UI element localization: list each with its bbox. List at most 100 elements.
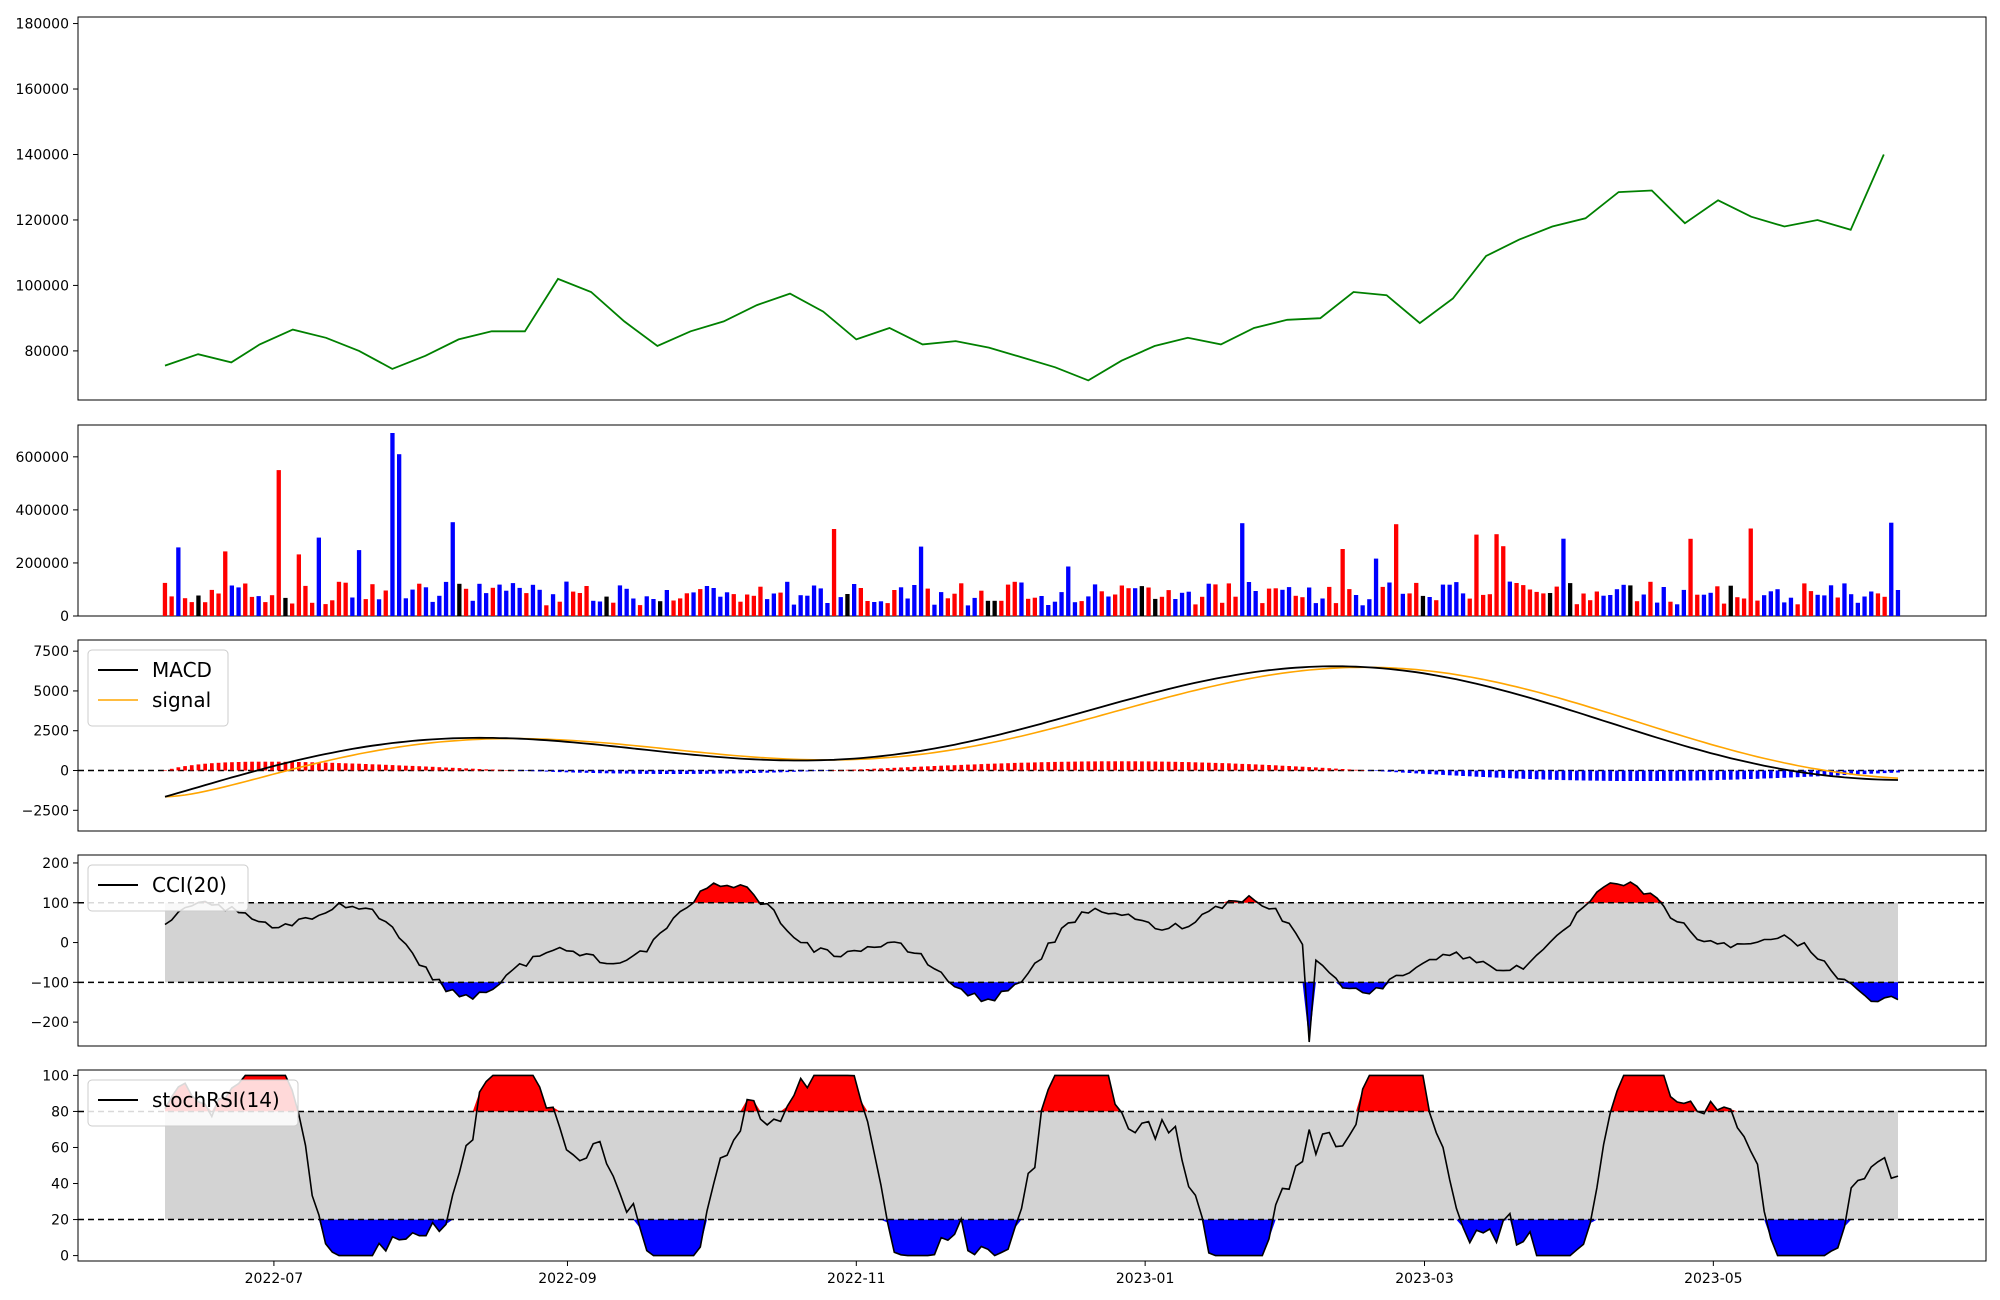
volume-bar — [1768, 591, 1773, 616]
volume-bar — [658, 601, 663, 616]
volume-bar — [1755, 600, 1760, 616]
macd-histogram-bar — [638, 770, 642, 774]
volume-bar — [1862, 596, 1867, 616]
macd-histogram-bar — [384, 764, 388, 771]
volume-bar — [1614, 589, 1620, 616]
volume-bar — [1741, 598, 1747, 616]
macd-histogram-bar — [785, 770, 790, 773]
stochrsi-ytick-label: 40 — [51, 1177, 69, 1193]
macd-histogram-bar — [839, 770, 843, 771]
macd-histogram-bar — [524, 770, 529, 771]
macd-histogram-bar — [611, 770, 616, 774]
volume-bar — [557, 601, 562, 616]
cci-overbought-fill — [191, 882, 1664, 903]
volume-bar — [1019, 582, 1024, 616]
macd-histogram-bar — [711, 770, 716, 774]
volume-bar — [1655, 602, 1660, 616]
volume-bar — [1186, 591, 1191, 616]
macd-histogram-bar — [1715, 770, 1720, 780]
volume-bar — [684, 593, 689, 616]
volume-bar — [336, 581, 342, 616]
volume-bar — [985, 600, 991, 616]
macd-panel: −2500 0 2500 5000 7500 MACD signal — [22, 639, 1987, 832]
volume-bar — [1541, 593, 1546, 616]
macd-histogram-bar — [1227, 763, 1231, 771]
macd-legend-label: signal — [152, 688, 211, 712]
macd-histogram-bar — [397, 765, 402, 771]
volume-bar — [1079, 601, 1084, 616]
volume-bar — [383, 590, 388, 616]
volume-bar — [1460, 593, 1466, 616]
stochrsi-ytick-label: 100 — [42, 1068, 69, 1084]
volume-bar — [805, 595, 810, 616]
volume-bar — [644, 596, 649, 616]
macd-histogram-bar — [872, 768, 877, 771]
volume-bar — [1032, 597, 1037, 616]
macd-histogram-bar — [812, 770, 816, 772]
macd-histogram-bar — [1896, 770, 1900, 773]
macd-histogram-bar — [1026, 762, 1030, 771]
macd-histogram-bar — [1755, 770, 1760, 779]
volume-bar — [403, 598, 408, 616]
volume-bar — [1113, 594, 1118, 616]
volume-bar — [363, 599, 368, 616]
volume-bar — [370, 584, 375, 616]
volume-bar — [571, 591, 576, 616]
price-ytick-label: 180000 — [16, 17, 69, 33]
macd-histogram-bar — [1588, 770, 1593, 781]
volume-bar — [182, 598, 188, 616]
volume-bar — [825, 603, 830, 616]
macd-histogram-bar — [517, 770, 522, 771]
volume-bar — [283, 597, 288, 616]
macd-histogram-bar — [818, 770, 823, 771]
volume-bar — [1353, 595, 1359, 616]
macd-histogram-bar — [718, 770, 723, 774]
macd-histogram-bar — [283, 761, 288, 771]
volume-bar — [1327, 586, 1332, 616]
volume-bar — [1119, 585, 1124, 616]
macd-histogram-bar — [1447, 770, 1452, 776]
macd-histogram-bar — [223, 762, 228, 771]
volume-bar — [1133, 588, 1138, 616]
macd-histogram-bar — [691, 770, 696, 774]
macd-histogram-bar — [1140, 761, 1144, 771]
macd-histogram-bar — [1621, 770, 1626, 781]
volume-bar — [1052, 601, 1058, 616]
volume-bar — [838, 597, 843, 616]
macd-histogram-bar — [1635, 770, 1639, 781]
volume-bar — [256, 596, 261, 616]
macd-histogram-bar — [203, 763, 207, 771]
macd-histogram-bar — [1394, 770, 1398, 773]
volume-bar — [410, 589, 415, 616]
macd-histogram-bar — [430, 766, 435, 771]
volume-bar — [229, 585, 234, 616]
volume-bar — [1802, 583, 1807, 616]
macd-histogram-bar — [1367, 770, 1372, 771]
macd-histogram-bar — [497, 769, 502, 771]
volume-bar — [1280, 589, 1285, 616]
macd-histogram-bar — [1769, 770, 1773, 779]
volume-bar — [577, 593, 582, 616]
macd-histogram-bar — [1280, 765, 1285, 771]
macd-histogram-bar — [424, 766, 428, 771]
macd-histogram-bar — [1541, 770, 1546, 780]
volume-bar — [1501, 546, 1506, 616]
volume-bar — [758, 586, 763, 616]
volume-bar — [1427, 597, 1432, 616]
macd-histogram-bar — [1086, 761, 1091, 771]
macd-histogram-bar — [792, 770, 796, 772]
volume-bar — [637, 605, 643, 616]
volume-bar — [1715, 586, 1720, 616]
macd-histogram-bar — [544, 770, 549, 772]
macd-histogram-bar — [1019, 762, 1024, 771]
volume-bar — [1735, 597, 1740, 616]
cci-panel: −200 −100 0 100 200 CCI(20) — [31, 854, 1987, 1047]
macd-histogram-bar — [1668, 770, 1673, 781]
macd-histogram-bar — [484, 769, 488, 771]
volume-bar — [203, 602, 208, 616]
macd-histogram-bar — [798, 770, 803, 772]
macd-histogram-bar — [504, 770, 509, 771]
volume-bar — [1367, 599, 1372, 616]
volume-bar — [1072, 602, 1078, 616]
volume-bar — [1407, 593, 1412, 616]
